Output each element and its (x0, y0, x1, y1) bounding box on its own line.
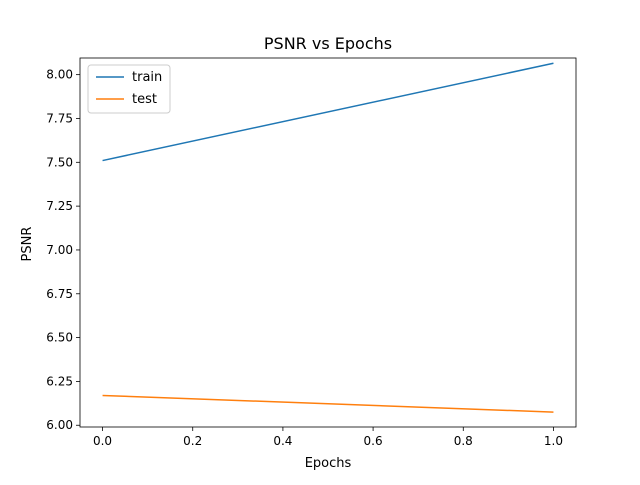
y-axis-label: PSNR (20, 227, 35, 262)
plot-frame (79, 57, 577, 428)
legend-label-train: train (132, 70, 162, 85)
y-tick-label: 8.00 (46, 68, 73, 82)
x-tick-label: 0.6 (364, 434, 383, 448)
x-tick-label: 0.8 (454, 434, 473, 448)
y-tick-label: 6.25 (46, 374, 73, 388)
plot-lines (102, 62, 554, 413)
y-tick-label: 7.00 (46, 243, 73, 257)
axes: 0.0 0.2 0.4 0.6 0.8 1.0 6.00 6.25 6.50 6.75 7.00 7.… (46, 57, 577, 448)
y-tick-label: 6.00 (46, 418, 73, 432)
y-tick-label: 7.75 (46, 111, 73, 125)
x-tick-label: 0.0 (93, 434, 112, 448)
y-tick-label: 6.50 (46, 331, 73, 345)
x-axis-label: Epochs (305, 456, 352, 471)
chart-title: PSNR vs Epochs (264, 34, 392, 53)
x-tick-label: 0.4 (273, 434, 292, 448)
legend-label-test: test (132, 92, 157, 107)
x-tick-label: 0.2 (183, 434, 202, 448)
y-tick-label: 7.50 (46, 155, 73, 169)
y-tick-label: 7.25 (46, 199, 73, 213)
series-line-test (102, 394, 554, 413)
series-line-train (102, 62, 554, 162)
legend: train test (87, 64, 171, 114)
x-tick-label: 1.0 (544, 434, 563, 448)
y-tick-label: 6.75 (46, 287, 73, 301)
